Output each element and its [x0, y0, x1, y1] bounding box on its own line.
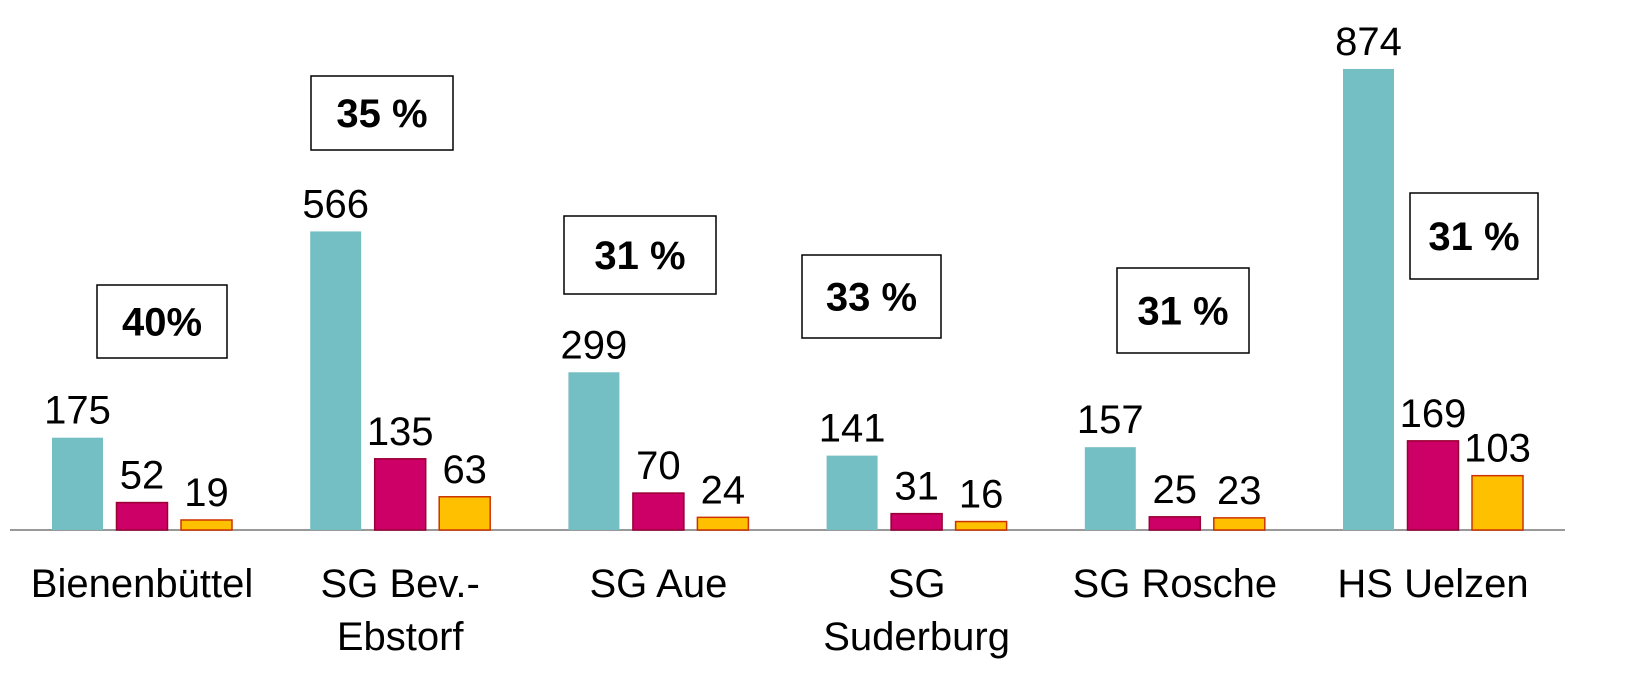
bar: [1406, 440, 1460, 531]
bar: [890, 512, 943, 531]
bar: [115, 501, 169, 531]
bar: [1343, 68, 1394, 530]
value-label: 103: [1464, 427, 1531, 471]
x-tick-label: SG Aue: [589, 562, 728, 606]
bar: [373, 458, 427, 531]
annotation: 31 %: [1428, 215, 1519, 259]
value-label: 25: [1153, 468, 1198, 512]
annotation: 31 %: [1137, 290, 1228, 334]
value-label: 16: [959, 473, 1004, 517]
bar: [1213, 517, 1266, 531]
annotation-box: [96, 284, 228, 359]
x-tick-label: Bienenbüttel: [30, 562, 254, 606]
value-label: 135: [367, 410, 434, 454]
value-label: 70: [636, 444, 681, 488]
bar: [954, 520, 1008, 531]
value-label: 23: [1217, 469, 1262, 513]
annotation: 33 %: [826, 276, 917, 320]
bar: [568, 372, 620, 530]
bar: [696, 516, 750, 531]
value-label: 566: [302, 182, 369, 226]
bar: [1148, 516, 1202, 531]
value-label: 19: [184, 471, 229, 515]
bar: [52, 437, 103, 530]
annotation-box: [563, 215, 717, 295]
annotation-box: [801, 254, 942, 339]
x-tick-label: SG Rosche: [1072, 562, 1278, 606]
annotation-box: [310, 75, 454, 151]
bar: [632, 492, 685, 531]
value-label: 63: [442, 448, 487, 492]
value-label: 141: [819, 407, 886, 451]
bar: [180, 519, 233, 531]
x-tick-label: SG Suderburg: [823, 562, 1010, 659]
bar: [1471, 474, 1524, 531]
value-label: 31: [894, 465, 939, 509]
value-label: 52: [120, 454, 165, 498]
bar: [310, 231, 362, 530]
bar: [826, 455, 878, 530]
value-label: 874: [1335, 20, 1402, 64]
annotation: 31 %: [594, 234, 685, 278]
value-label: 24: [701, 468, 746, 512]
value-label: 157: [1077, 398, 1144, 442]
x-tick-label: HS Uelzen: [1337, 562, 1529, 606]
x-tick-label: SG Bev.- Ebstorf: [320, 562, 480, 659]
value-label: 169: [1400, 392, 1467, 436]
value-label: 299: [561, 323, 628, 367]
annotation: 35 %: [336, 92, 427, 136]
annotation-box: [1409, 192, 1539, 280]
value-label: 175: [44, 389, 111, 433]
bar: [1084, 447, 1136, 530]
annotation-box: [1116, 267, 1250, 354]
annotation: 40%: [122, 301, 202, 345]
bar: [438, 496, 491, 531]
